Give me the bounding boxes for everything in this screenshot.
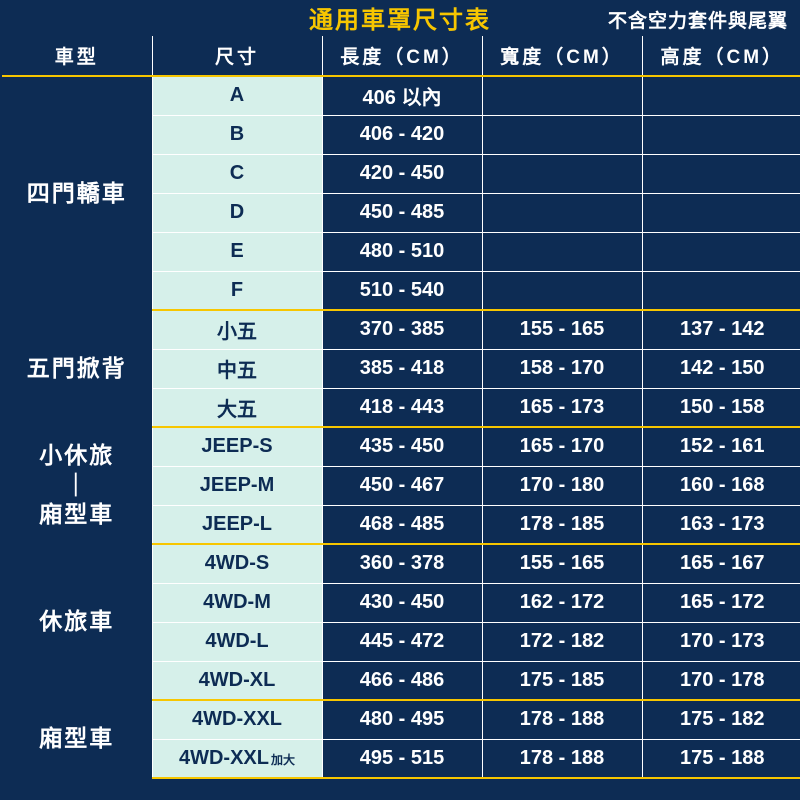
- type-cell: 廂型車: [2, 700, 152, 778]
- height-cell: [642, 76, 800, 115]
- size-cell: C: [152, 154, 322, 193]
- length-cell: 450 - 485: [322, 193, 482, 232]
- height-cell: [642, 115, 800, 154]
- length-cell: 480 - 510: [322, 232, 482, 271]
- length-cell: 430 - 450: [322, 583, 482, 622]
- size-chart-container: 通用車罩尺寸表 不含空力套件與尾翼 車型 尺寸 長度（CM） 寬度（CM） 高度…: [0, 0, 800, 800]
- width-cell: 155 - 165: [482, 310, 642, 349]
- width-cell: 175 - 185: [482, 661, 642, 700]
- length-cell: 370 - 385: [322, 310, 482, 349]
- width-cell: [482, 232, 642, 271]
- size-cell: B: [152, 115, 322, 154]
- width-cell: [482, 271, 642, 310]
- height-cell: 160 - 168: [642, 466, 800, 505]
- size-cell: D: [152, 193, 322, 232]
- size-cell: 中五: [152, 349, 322, 388]
- width-cell: 162 - 172: [482, 583, 642, 622]
- table-row: 五門掀背小五370 - 385155 - 165137 - 142: [2, 310, 800, 349]
- length-cell: 418 - 443: [322, 388, 482, 427]
- height-cell: 152 - 161: [642, 427, 800, 466]
- table-row: 廂型車4WD-XXL480 - 495178 - 188175 - 182: [2, 700, 800, 739]
- length-cell: 406 - 420: [322, 115, 482, 154]
- length-cell: 450 - 467: [322, 466, 482, 505]
- width-cell: 158 - 170: [482, 349, 642, 388]
- height-cell: [642, 193, 800, 232]
- size-cell: JEEP-S: [152, 427, 322, 466]
- size-cell: 大五: [152, 388, 322, 427]
- width-cell: 155 - 165: [482, 544, 642, 583]
- height-cell: 170 - 178: [642, 661, 800, 700]
- height-cell: 142 - 150: [642, 349, 800, 388]
- height-cell: 170 - 173: [642, 622, 800, 661]
- size-cell: E: [152, 232, 322, 271]
- type-cell: 四門轎車: [2, 76, 152, 310]
- size-cell: 4WD-M: [152, 583, 322, 622]
- size-cell: 4WD-XXL加大: [152, 739, 322, 778]
- length-cell: 468 - 485: [322, 505, 482, 544]
- size-cell: 4WD-XL: [152, 661, 322, 700]
- height-cell: 150 - 158: [642, 388, 800, 427]
- width-cell: [482, 115, 642, 154]
- col-header-length: 長度（CM）: [322, 36, 482, 76]
- width-cell: 178 - 185: [482, 505, 642, 544]
- type-cell: 小休旅｜廂型車: [2, 427, 152, 544]
- length-cell: 466 - 486: [322, 661, 482, 700]
- length-cell: 385 - 418: [322, 349, 482, 388]
- table-row: 休旅車4WD-S360 - 378155 - 165165 - 167: [2, 544, 800, 583]
- length-cell: 360 - 378: [322, 544, 482, 583]
- size-table: 車型 尺寸 長度（CM） 寬度（CM） 高度（CM） 四門轎車A406 以內B4…: [2, 36, 800, 779]
- type-cell: 五門掀背: [2, 310, 152, 427]
- width-cell: 172 - 182: [482, 622, 642, 661]
- height-cell: [642, 154, 800, 193]
- height-cell: 137 - 142: [642, 310, 800, 349]
- title-bar: 通用車罩尺寸表 不含空力套件與尾翼: [2, 2, 798, 36]
- length-cell: 406 以內: [322, 76, 482, 115]
- table-row: 小休旅｜廂型車JEEP-S435 - 450165 - 170152 - 161: [2, 427, 800, 466]
- table-row: 四門轎車A406 以內: [2, 76, 800, 115]
- chart-subtitle: 不含空力套件與尾翼: [608, 6, 788, 33]
- chart-title: 通用車罩尺寸表: [309, 0, 491, 35]
- header-row: 車型 尺寸 長度（CM） 寬度（CM） 高度（CM）: [2, 36, 800, 76]
- length-cell: 510 - 540: [322, 271, 482, 310]
- height-cell: [642, 232, 800, 271]
- col-header-type: 車型: [2, 36, 152, 76]
- width-cell: 178 - 188: [482, 739, 642, 778]
- size-cell: 小五: [152, 310, 322, 349]
- width-cell: 170 - 180: [482, 466, 642, 505]
- height-cell: 175 - 182: [642, 700, 800, 739]
- col-header-height: 高度（CM）: [642, 36, 800, 76]
- size-cell: 4WD-L: [152, 622, 322, 661]
- col-header-size: 尺寸: [152, 36, 322, 76]
- size-cell: JEEP-M: [152, 466, 322, 505]
- width-cell: 165 - 170: [482, 427, 642, 466]
- height-cell: 175 - 188: [642, 739, 800, 778]
- length-cell: 420 - 450: [322, 154, 482, 193]
- size-cell: 4WD-S: [152, 544, 322, 583]
- height-cell: 165 - 172: [642, 583, 800, 622]
- width-cell: [482, 193, 642, 232]
- size-cell: A: [152, 76, 322, 115]
- width-cell: [482, 154, 642, 193]
- height-cell: 165 - 167: [642, 544, 800, 583]
- size-cell: 4WD-XXL: [152, 700, 322, 739]
- length-cell: 495 - 515: [322, 739, 482, 778]
- width-cell: 178 - 188: [482, 700, 642, 739]
- height-cell: [642, 271, 800, 310]
- size-cell: F: [152, 271, 322, 310]
- length-cell: 445 - 472: [322, 622, 482, 661]
- width-cell: [482, 76, 642, 115]
- type-cell: 休旅車: [2, 544, 152, 700]
- size-cell: JEEP-L: [152, 505, 322, 544]
- height-cell: 163 - 173: [642, 505, 800, 544]
- length-cell: 480 - 495: [322, 700, 482, 739]
- width-cell: 165 - 173: [482, 388, 642, 427]
- col-header-width: 寬度（CM）: [482, 36, 642, 76]
- length-cell: 435 - 450: [322, 427, 482, 466]
